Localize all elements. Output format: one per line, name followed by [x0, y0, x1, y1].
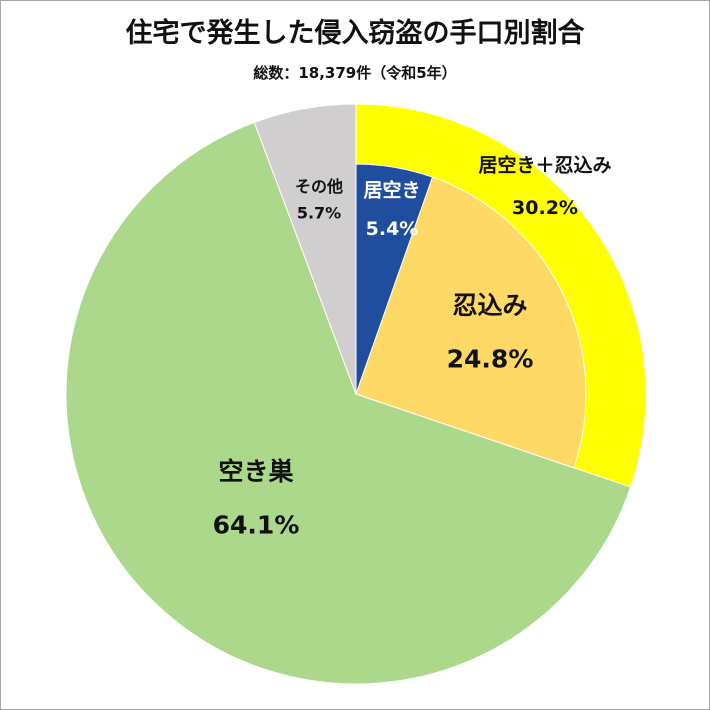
value-other: 5.7%	[296, 203, 342, 223]
value-iaki-shinobikomi: 30.2%	[512, 197, 578, 219]
label-other: その他	[294, 177, 344, 196]
label-akisu: 空き巣	[218, 457, 294, 486]
slice-akisu	[65, 121, 632, 685]
chart-title: 住宅で発生した侵入窃盗の手口別割合	[125, 18, 585, 49]
value-akisu: 64.1%	[212, 510, 300, 540]
label-iaki: 居空き	[363, 179, 421, 202]
label-shinobikomi: 忍込み	[452, 291, 528, 320]
value-iaki: 5.4%	[365, 218, 419, 240]
chart-subtitle: 総数：18,379件（令和5年）	[253, 64, 457, 82]
value-shinobikomi: 24.8%	[446, 344, 534, 374]
slice-other	[253, 103, 357, 395]
slice-shinobikomi	[355, 176, 587, 469]
label-iaki-shinobikomi: 居空き＋忍込み	[478, 154, 612, 177]
